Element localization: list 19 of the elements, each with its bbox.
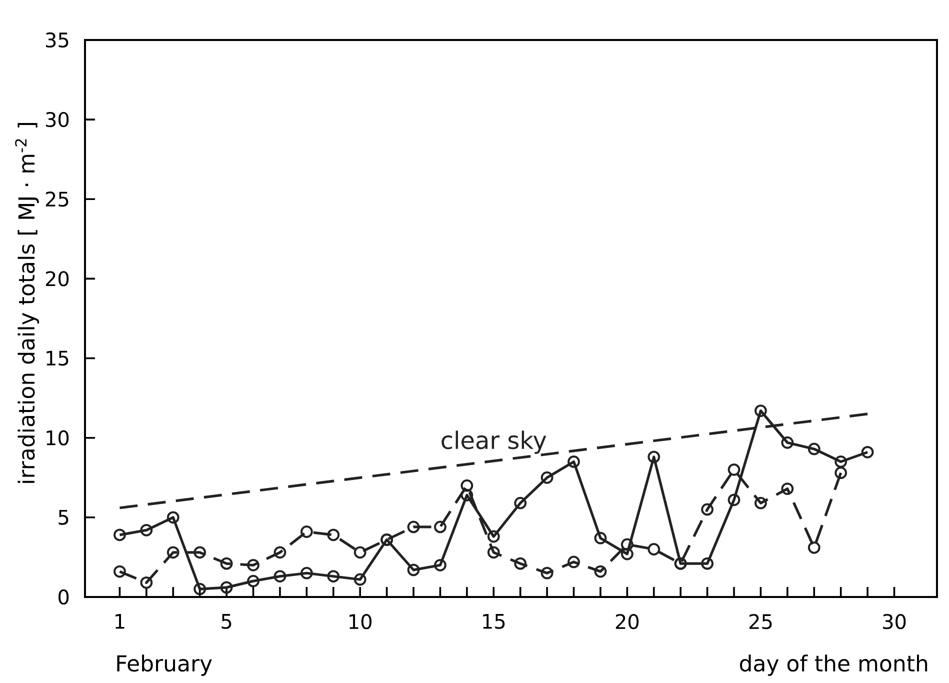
- x-tick-label: 15: [483, 614, 505, 629]
- x-tick-label: 5: [222, 614, 232, 629]
- series-label: clear sky: [442, 430, 546, 454]
- y-tick-label: 0: [58, 589, 69, 605]
- y-axis-title: irradiation daily totals [ MJ · m$^{-2}$ ]: [15, 122, 40, 483]
- y-tick-label: 20: [46, 271, 69, 286]
- y-tick-label: 15: [46, 350, 68, 366]
- x-tick-label: 1: [116, 614, 124, 629]
- x-tick-label: 20: [616, 614, 639, 630]
- x-tick-label: 10: [350, 614, 372, 630]
- text: February: [117, 654, 212, 676]
- y-tick-label: 35: [46, 32, 68, 48]
- x-tick-label: 30: [883, 614, 906, 630]
- x-tick-label: 25: [749, 614, 772, 630]
- y-tick-label: 5: [58, 510, 68, 525]
- x-axis-title: day of the month: [740, 654, 928, 676]
- y-tick-label: 10: [46, 430, 69, 446]
- y-tick-label: 25: [46, 192, 68, 207]
- y-tick-label: 30: [46, 112, 69, 128]
